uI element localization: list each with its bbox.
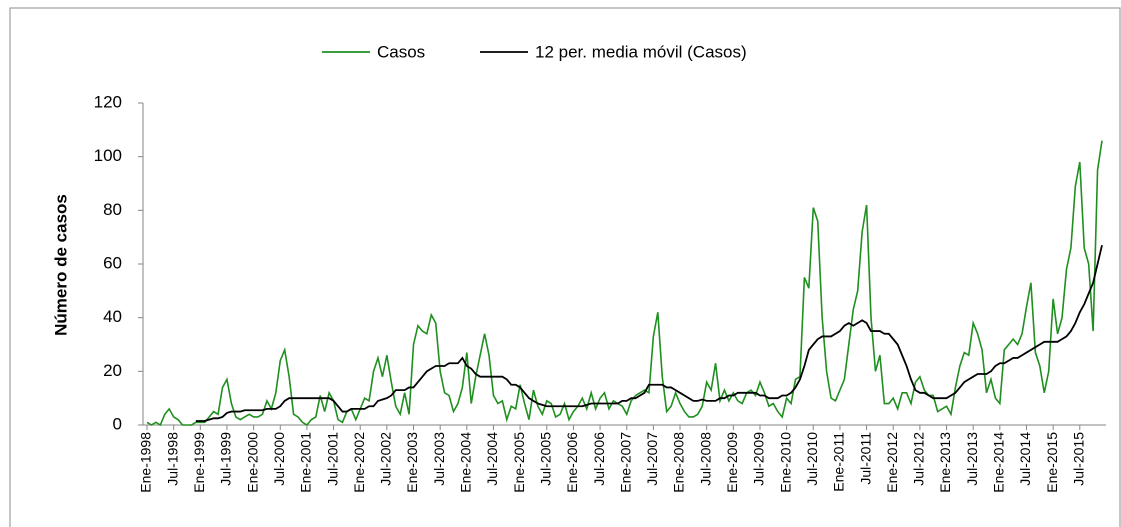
x-tick-label: Ene-2001	[298, 432, 314, 493]
y-tick-label: 0	[113, 414, 122, 433]
x-tick-label: Ene-1999	[191, 432, 207, 493]
x-tick-label: Ene-2004	[458, 432, 474, 493]
y-tick-label: 100	[94, 146, 122, 165]
x-tick-label: Jul-2013	[964, 432, 980, 486]
y-tick-label: 60	[103, 253, 122, 272]
x-tick-label: Jul-2009	[751, 432, 767, 486]
y-tick-label: 40	[103, 307, 122, 326]
x-tick-label: Jul-2005	[537, 432, 553, 486]
series-line	[195, 245, 1103, 422]
chart-frame	[9, 7, 1121, 527]
x-tick-label: Jul-2004	[484, 432, 500, 486]
x-tick-label: Ene-2014	[991, 432, 1007, 493]
x-tick-label: Ene-2009	[724, 432, 740, 493]
x-tick-label: Jul-2012	[911, 432, 927, 486]
x-tick-label: Jul-2007	[644, 432, 660, 486]
x-tick-label: Jul-2003	[431, 432, 447, 486]
x-tick-label: Jul-2001	[324, 432, 340, 486]
x-tick-label: Ene-2015	[1044, 432, 1060, 493]
x-tick-label: Ene-2011	[831, 432, 847, 492]
x-tick-label: Ene-2005	[511, 432, 527, 493]
x-tick-label: Jul-2014	[1017, 432, 1033, 486]
x-tick-label: Ene-2002	[351, 432, 367, 493]
x-tick-label: Ene-2012	[884, 432, 900, 493]
x-tick-label: Ene-1998	[138, 432, 154, 493]
x-tick-label: Jul-2008	[697, 432, 713, 486]
x-tick-label: Jul-2010	[804, 432, 820, 486]
legend-label: 12 per. media móvil (Casos)	[535, 42, 747, 61]
y-tick-label: 20	[103, 361, 122, 380]
x-tick-label: Jul-2011	[857, 432, 873, 485]
x-tick-label: Ene-2006	[564, 432, 580, 493]
y-axis-label: Número de casos	[51, 194, 70, 336]
x-tick-label: Jul-2000	[271, 432, 287, 486]
y-tick-label: 120	[94, 92, 122, 111]
x-tick-label: Jul-1998	[164, 432, 180, 486]
x-tick-label: Jul-2006	[591, 432, 607, 486]
y-tick-label: 80	[103, 200, 122, 219]
x-tick-label: Ene-2007	[617, 432, 633, 493]
x-tick-label: Jul-2015	[1070, 432, 1086, 486]
x-tick-label: Ene-2000	[244, 432, 260, 493]
series-line	[146, 140, 1103, 427]
x-tick-label: Ene-2008	[671, 432, 687, 493]
legend-label: Casos	[377, 42, 425, 61]
x-tick-label: Ene-2003	[404, 432, 420, 493]
x-tick-label: Jul-2002	[378, 432, 394, 486]
x-tick-label: Ene-2013	[937, 432, 953, 493]
x-tick-label: Ene-2010	[777, 432, 793, 493]
x-tick-label: Jul-1999	[218, 432, 234, 486]
